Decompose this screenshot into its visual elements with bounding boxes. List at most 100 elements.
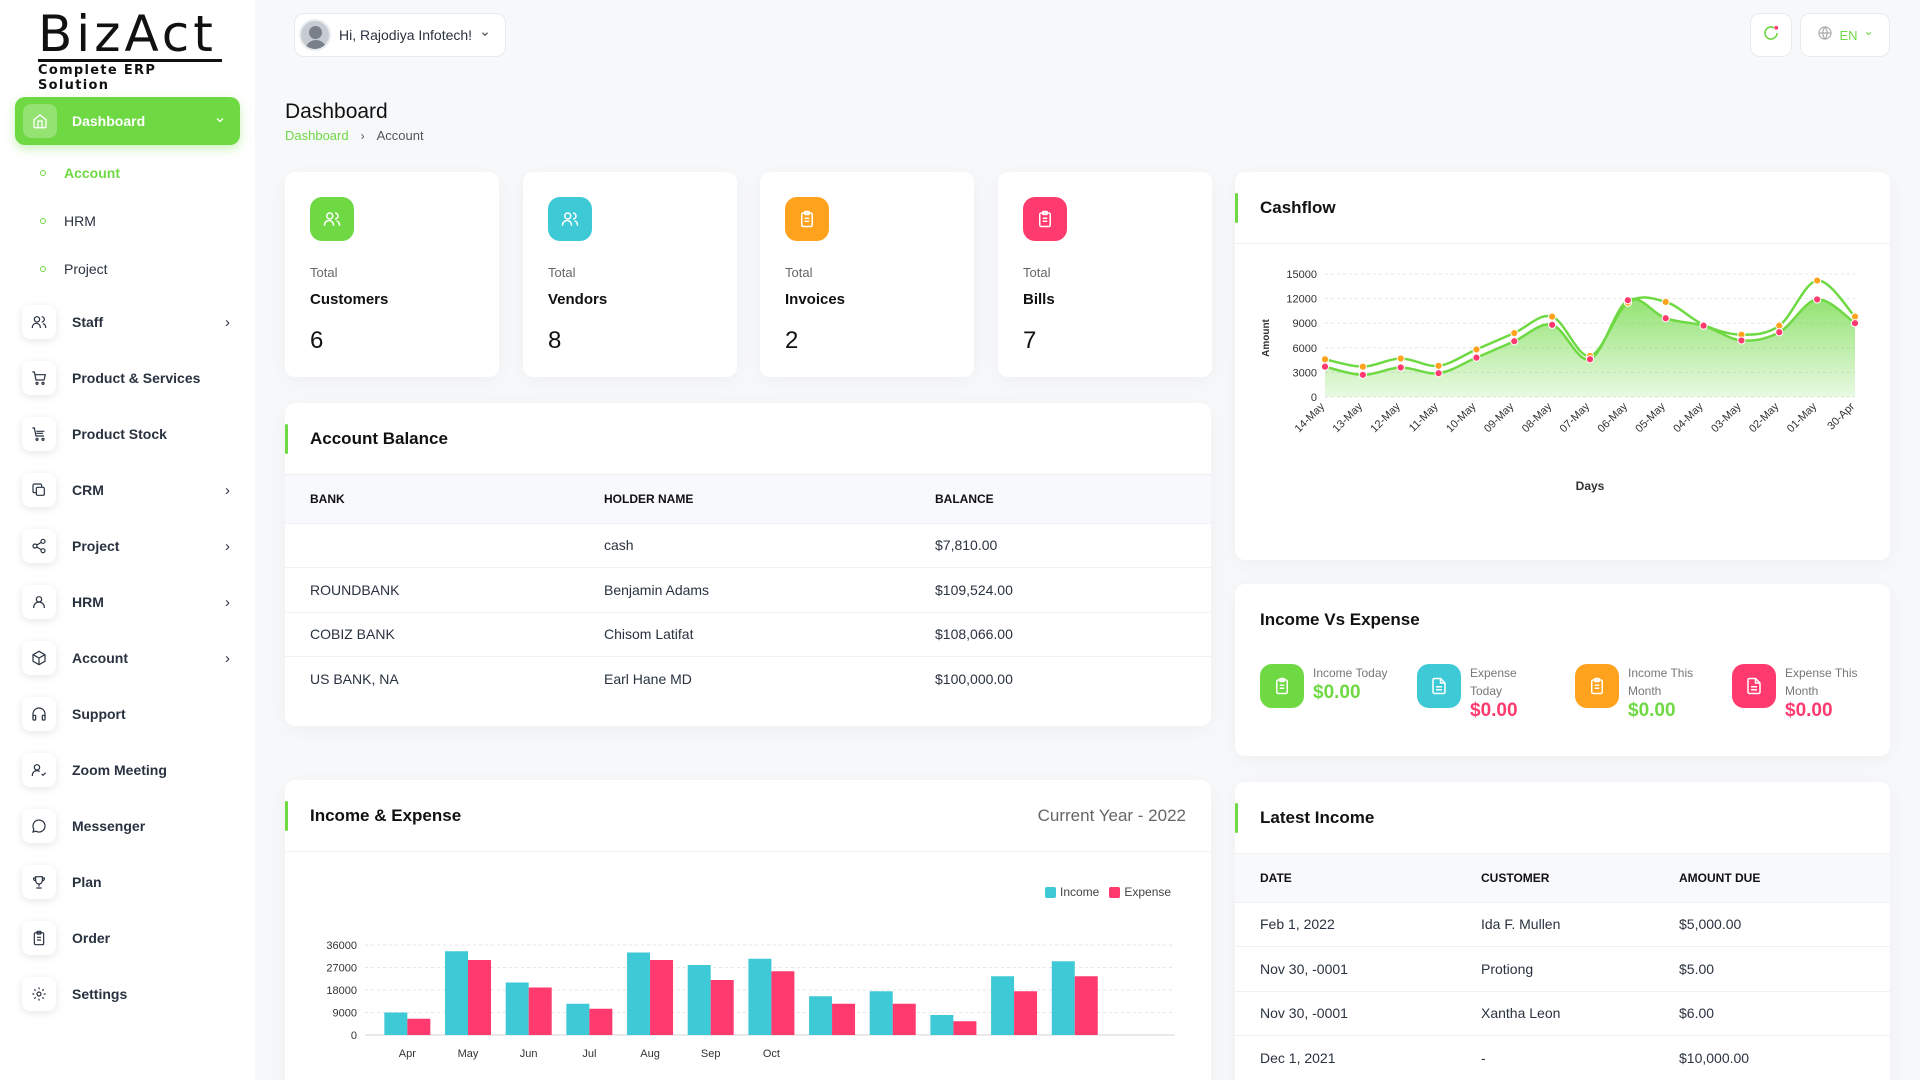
y-tick-label: 0 [1311, 392, 1317, 404]
user-check-icon [22, 753, 56, 787]
sidebar-item-settings[interactable]: Settings [22, 977, 232, 1011]
stat-label: Income Today [1313, 666, 1388, 680]
bullet-icon [40, 266, 46, 272]
card-title: Cashflow [1260, 197, 1336, 217]
data-point [1813, 276, 1822, 285]
bar-expense [953, 1021, 977, 1035]
stat-value: 2 [785, 327, 799, 354]
user-menu-button[interactable]: Hi, Rajodiya Infotech! [294, 13, 506, 57]
data-point [1548, 320, 1557, 329]
sidebar-item-order[interactable]: Order [22, 921, 232, 955]
bar-expense [1014, 991, 1038, 1035]
stat-card-vendors[interactable]: Total Vendors 8 [523, 172, 737, 377]
bar-expense [771, 971, 795, 1035]
chevron-down-icon [214, 113, 226, 129]
bullet-icon [40, 170, 46, 176]
table-row[interactable]: cash $7,810.00 [285, 522, 1211, 568]
y-tick-label: 9000 [333, 1008, 357, 1020]
sidebar-item-crm[interactable]: CRM › [22, 473, 232, 507]
sidebar-item-label: Product & Services [72, 370, 201, 386]
bar-income [627, 952, 651, 1035]
cell-bank [285, 522, 579, 568]
sidebar-subitem-label: Project [64, 261, 108, 277]
table-row[interactable]: ROUNDBANK Benjamin Adams $109,524.00 [285, 567, 1211, 612]
users-icon [22, 305, 56, 339]
sidebar-item-staff[interactable]: Staff › [22, 305, 232, 339]
sidebar-item-product-services[interactable]: Product & Services [22, 361, 232, 395]
cell-customer: - [1456, 1035, 1654, 1080]
bar-income [687, 965, 711, 1035]
y-tick-label: 9000 [1293, 318, 1317, 330]
income-this-month-stat: Income This Month $0.00 [1575, 664, 1708, 722]
data-point [1737, 336, 1746, 345]
cell-amount: $5.00 [1654, 946, 1890, 991]
stat-value: 7 [1023, 327, 1037, 354]
legend-label[interactable]: Expense [1124, 885, 1172, 899]
brand-logo[interactable]: BizAct Complete ERP Solution [38, 5, 224, 93]
table-row[interactable]: Nov 30, -0001 Protiong $5.00 [1235, 946, 1890, 991]
cell-amount: $10,000.00 [1654, 1035, 1890, 1080]
data-point [1813, 295, 1822, 304]
sidebar-subitem-project[interactable]: Project [40, 261, 108, 277]
stat-label: Expense This Month [1785, 666, 1858, 698]
table-row[interactable]: Dec 1, 2021 - $10,000.00 [1235, 1035, 1890, 1080]
sidebar-item-project[interactable]: Project › [22, 529, 232, 563]
sidebar-item-plan[interactable]: Plan [22, 865, 232, 899]
accent-bar [1235, 802, 1238, 833]
stat-card-customers[interactable]: Total Customers 6 [285, 172, 499, 377]
bar-expense [407, 1018, 431, 1035]
language-dropdown[interactable]: EN [1800, 13, 1890, 57]
data-point [1548, 312, 1557, 321]
sidebar-item-support[interactable]: Support [22, 697, 232, 731]
card-title: Latest Income [1260, 807, 1375, 827]
chat-icon [1762, 24, 1780, 47]
y-tick-label: 12000 [1286, 294, 1317, 306]
stat-label: Expense Today [1470, 666, 1517, 698]
sidebar-subitem-hrm[interactable]: HRM [40, 213, 96, 229]
x-tick-label: 10-May [1444, 400, 1479, 435]
y-tick-label: 15000 [1286, 269, 1317, 281]
cell-balance: $108,066.00 [910, 611, 1211, 657]
column-header: BANK [285, 475, 579, 523]
latest-income-table: DATE CUSTOMER AMOUNT DUE Feb 1, 2022 Ida… [1235, 854, 1890, 1080]
sidebar-item-dashboard[interactable]: Dashboard [15, 97, 240, 145]
table-row[interactable]: Feb 1, 2022 Ida F. Mullen $5,000.00 [1235, 901, 1890, 947]
sidebar-item-label: HRM [72, 594, 104, 610]
home-icon [23, 104, 57, 138]
sidebar-item-hrm[interactable]: HRM › [22, 585, 232, 619]
sidebar-item-account[interactable]: Account › [22, 641, 232, 675]
sidebar-item-product-stock[interactable]: Product Stock [22, 417, 232, 451]
sidebar-item-zoom-meeting[interactable]: Zoom Meeting [22, 753, 232, 787]
bar-income [748, 958, 772, 1035]
stat-card-invoices[interactable]: Total Invoices 2 [760, 172, 974, 377]
x-tick-label: 06-May [1596, 400, 1631, 435]
breadcrumb-link-dashboard[interactable]: Dashboard [285, 128, 349, 143]
chevron-right-icon: › [225, 593, 230, 611]
cell-balance: $7,810.00 [910, 522, 1211, 568]
table-row[interactable]: US BANK, NA Earl Hane MD $100,000.00 [285, 656, 1211, 701]
brand-tagline: Complete ERP Solution [38, 63, 157, 93]
table-row[interactable]: COBIZ BANK Chisom Latifat $108,066.00 [285, 611, 1211, 657]
cell-date: Feb 1, 2022 [1235, 901, 1456, 947]
stat-caption: Total [785, 265, 813, 280]
logo-underline [38, 59, 222, 62]
cell-holder: cash [579, 522, 910, 568]
cell-amount: $5,000.00 [1654, 901, 1890, 947]
data-point [1434, 361, 1443, 370]
sidebar: BizAct Complete ERP Solution Dashboard A… [0, 0, 255, 1080]
data-point [1699, 321, 1708, 330]
cell-customer: Protiong [1456, 946, 1654, 991]
sidebar-item-messenger[interactable]: Messenger [22, 809, 232, 843]
stat-card-bills[interactable]: Total Bills 7 [998, 172, 1212, 377]
cell-holder: Chisom Latifat [579, 611, 910, 657]
legend-swatch-income [1045, 886, 1056, 898]
brand-name: BizAct [38, 5, 217, 63]
accent-bar [285, 423, 288, 454]
x-tick-label: 09-May [1482, 400, 1517, 435]
cell-bank: ROUNDBANK [285, 567, 579, 612]
sidebar-subitem-account[interactable]: Account [40, 165, 120, 181]
table-row[interactable]: Nov 30, -0001 Xantha Leon $6.00 [1235, 990, 1890, 1036]
data-point [1661, 297, 1670, 306]
messages-button[interactable] [1750, 13, 1792, 57]
legend-label[interactable]: Income [1060, 885, 1100, 899]
